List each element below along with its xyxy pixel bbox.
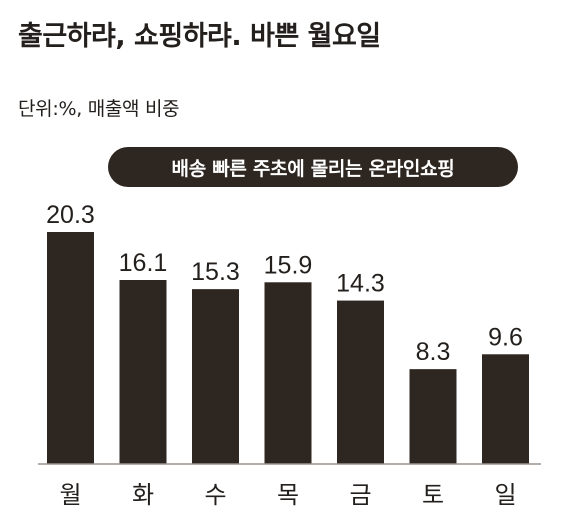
category-label-0: 월 — [59, 481, 81, 509]
value-label-6: 9.6 — [488, 323, 523, 351]
value-label-0: 20.3 — [46, 201, 95, 229]
bar-6 — [482, 354, 529, 464]
unit-note: 단위:%, 매출액 비중 — [18, 98, 180, 120]
category-label-2: 수 — [204, 481, 226, 509]
category-label-5: 토 — [422, 481, 444, 509]
bar-0 — [47, 232, 94, 464]
value-label-4: 14.3 — [336, 270, 385, 298]
bar-4 — [337, 300, 384, 464]
value-label-3: 15.9 — [264, 251, 313, 279]
bar-3 — [264, 282, 312, 464]
annotation-banner: 배송 빠른 주초에 몰리는 온라인쇼핑 — [108, 147, 518, 187]
chart-title: 출근하랴, 쇼핑하랴. 바쁜 월요일 — [18, 21, 381, 52]
bar-5 — [409, 369, 457, 464]
category-label-3: 목 — [277, 481, 299, 509]
bars-group — [47, 232, 529, 464]
value-label-1: 16.1 — [119, 249, 168, 277]
bar-1 — [119, 280, 167, 464]
value-labels-group: 20.3 16.1 15.3 15.9 14.3 8.3 9.6 — [46, 201, 523, 366]
category-label-1: 화 — [132, 481, 154, 509]
value-label-5: 8.3 — [416, 338, 451, 366]
bar-2 — [192, 289, 239, 464]
category-label-4: 금 — [349, 481, 371, 509]
category-label-6: 일 — [494, 481, 516, 509]
value-label-2: 15.3 — [191, 258, 240, 286]
